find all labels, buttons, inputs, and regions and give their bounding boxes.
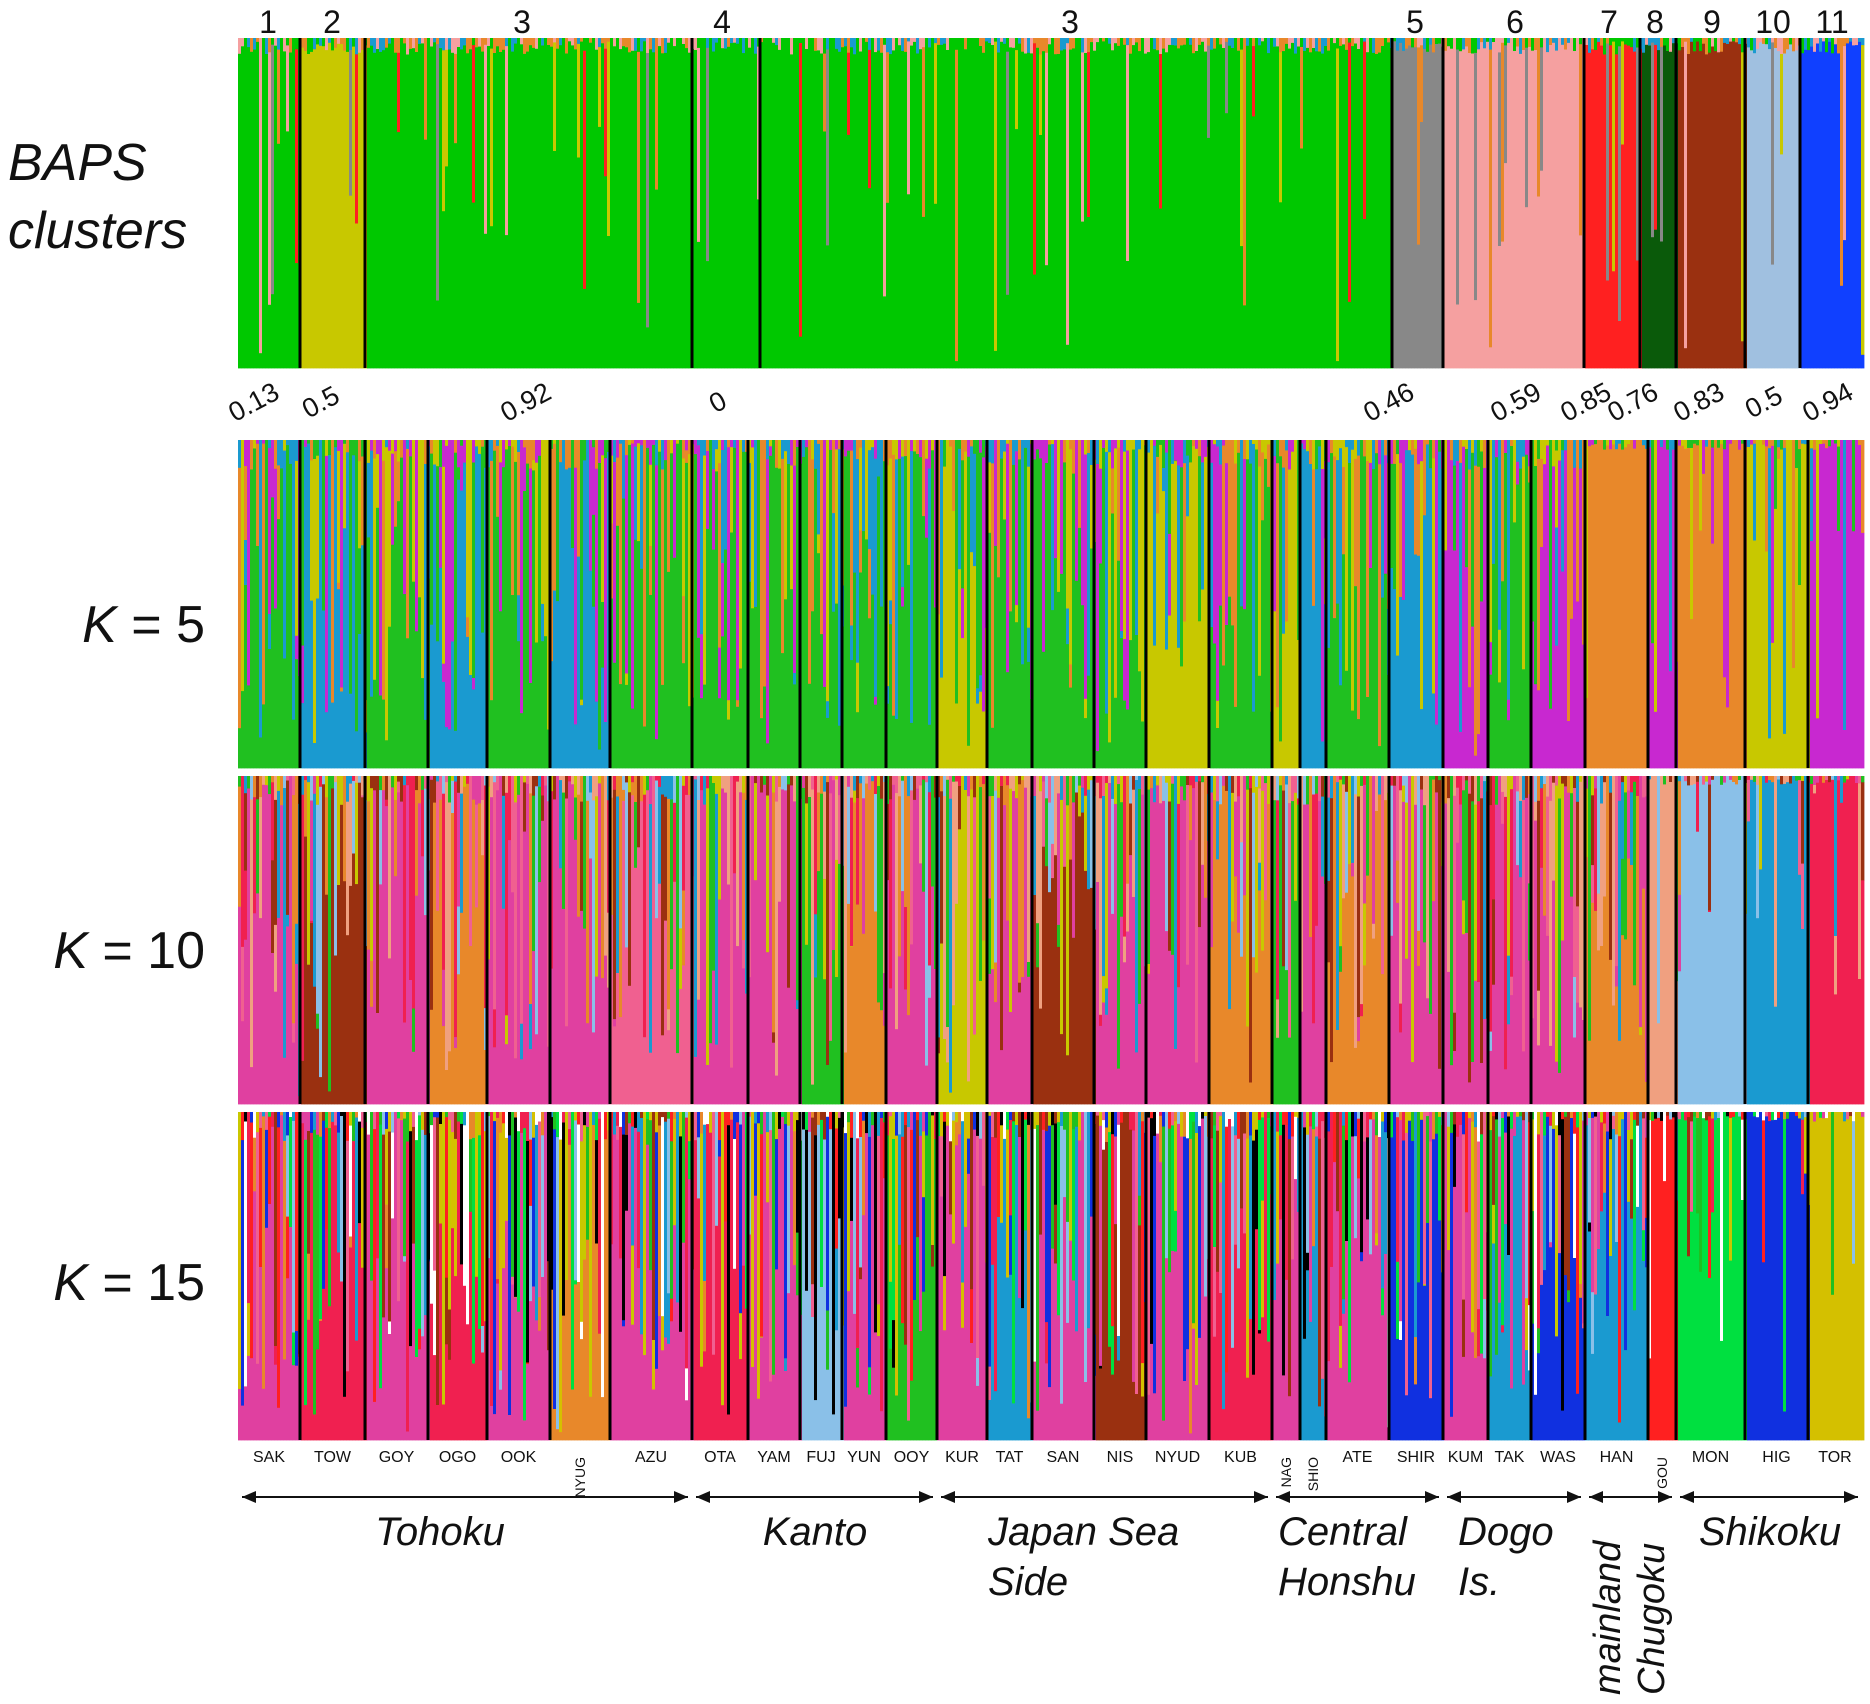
panel-1 [238,440,1865,769]
population-label: NIS [1107,1449,1134,1466]
region-label: Chugoku [1631,1543,1673,1695]
region-label: Shikoku [1699,1510,1841,1554]
region-arrow-head [1276,1491,1290,1503]
panel-2 [238,776,1865,1105]
region-arrow-head [1254,1491,1268,1503]
baps-cluster-value: 0.83 [1669,376,1729,427]
population-label: WAS [1540,1449,1576,1466]
panel-baps [238,38,1865,369]
population-label: KUB [1224,1449,1257,1466]
region-arrow-head [1844,1491,1858,1503]
panel-3 [238,1112,1865,1441]
region-label: Side [988,1560,1068,1604]
region-arrow-head [919,1491,933,1503]
population-label: TOW [314,1449,352,1466]
region-label: Tohoku [375,1510,505,1554]
population-label: OOY [894,1449,930,1466]
population-label: YUN [847,1449,881,1466]
region-arrow-head [1425,1491,1439,1503]
region-arrow-head [941,1491,955,1503]
baps-row-label-0: BAPS [8,134,147,192]
population-label: HIG [1762,1449,1790,1466]
region-arrow-head [242,1491,256,1503]
population-label: TOR [1818,1449,1851,1466]
baps-cluster-value: 0.5 [297,380,344,424]
k-row-label-2: K = 10 [53,922,205,980]
region-label: Is. [1458,1560,1500,1604]
baps-cluster-value: 0.59 [1486,376,1546,427]
population-label: OTA [704,1449,736,1466]
population-label: MON [1692,1449,1729,1466]
population-label: GOU [1654,1457,1670,1489]
population-label: TAK [1495,1449,1525,1466]
baps-cluster-value: 0.92 [496,376,556,427]
population-label: YAM [757,1449,790,1466]
baps-cluster-value: 0.5 [1740,380,1787,424]
baps-cluster-number: 3 [513,4,531,40]
population-label: NYUD [1155,1449,1200,1466]
region-arrow-head [1447,1491,1461,1503]
baps-cluster-number: 6 [1506,4,1524,40]
population-label: SHIR [1397,1449,1435,1466]
population-label: SHIO [1305,1457,1321,1491]
population-label: FUJ [806,1449,835,1466]
baps-cluster-value: 0 [704,385,731,419]
region-arrow-head [1658,1491,1672,1503]
region-label: Kanto [763,1510,868,1554]
baps-cluster-value: 0.76 [1603,376,1663,427]
baps-cluster-number: 8 [1646,4,1664,40]
population-label: KUR [945,1449,979,1466]
population-label: NYUG [572,1457,588,1497]
population-label: GOY [379,1449,415,1466]
k-row-label-3: K = 15 [53,1254,205,1312]
k-row-label-1: K = 5 [82,596,205,654]
baps-cluster-number: 7 [1600,4,1618,40]
region-label: Central [1278,1510,1408,1554]
baps-cluster-value: 0.94 [1798,376,1858,427]
population-label: NAG [1278,1457,1294,1487]
baps-cluster-number: 10 [1755,4,1791,40]
population-label: HAN [1600,1449,1634,1466]
baps-cluster-number: 2 [323,4,341,40]
baps-cluster-number: 1 [259,4,277,40]
population-label: TAT [996,1449,1024,1466]
baps-cluster-number: 5 [1406,4,1424,40]
baps-cluster-value: 0.13 [224,376,284,427]
region-arrow-head [1680,1491,1694,1503]
baps-cluster-number: 9 [1703,4,1721,40]
baps-cluster-number: 11 [1815,4,1848,40]
region-arrow-head [674,1491,688,1503]
population-label: AZU [635,1449,667,1466]
baps-cluster-number: 4 [713,4,731,40]
region-arrow-head [696,1491,710,1503]
population-label: SAN [1047,1449,1080,1466]
region-arrow-head [1589,1491,1603,1503]
region-arrow-head [1567,1491,1581,1503]
population-label: KUM [1448,1449,1484,1466]
population-label: OGO [439,1449,476,1466]
baps-cluster-number: 3 [1061,4,1079,40]
population-label: OOK [501,1449,537,1466]
admixture-panels [238,38,1865,1441]
baps-row-label-1: clusters [8,202,187,260]
region-label: Japan Sea [987,1510,1179,1554]
population-label: SAK [253,1449,285,1466]
population-label: ATE [1343,1449,1373,1466]
baps-cluster-value: 0.46 [1359,376,1419,427]
region-label: Dogo [1458,1510,1554,1554]
region-label: Honshu [1278,1560,1416,1604]
region-label: mainland [1587,1539,1629,1695]
